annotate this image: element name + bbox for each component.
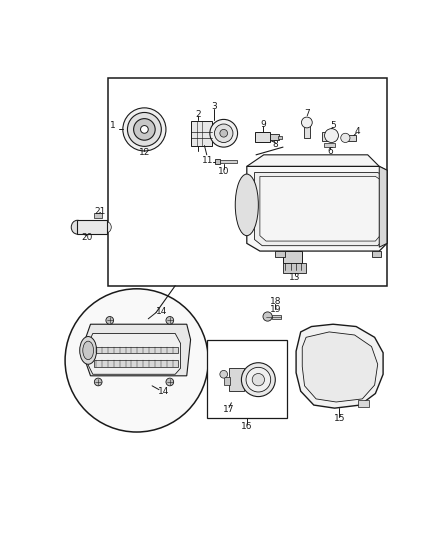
Bar [324,142,335,147]
Text: 21: 21 [95,206,106,215]
Circle shape [341,133,350,142]
Circle shape [166,378,173,386]
Bar [207,340,287,418]
Bar [304,124,310,138]
Circle shape [252,374,265,386]
Text: 8: 8 [272,140,278,149]
Text: 14: 14 [156,306,168,316]
Bar [283,263,306,273]
Circle shape [210,119,237,147]
Circle shape [94,378,102,386]
Polygon shape [88,334,180,374]
Circle shape [263,312,272,321]
Bar [358,400,369,407]
Circle shape [215,124,233,142]
Ellipse shape [127,112,161,147]
Bar [224,377,230,385]
Ellipse shape [71,220,84,234]
Text: 1: 1 [110,121,116,130]
Text: 19: 19 [269,305,281,314]
Text: 18: 18 [269,297,281,306]
Circle shape [301,117,312,128]
Text: 10: 10 [218,167,230,176]
Polygon shape [283,251,302,263]
Bar [272,315,282,319]
Text: 13: 13 [289,273,300,282]
Text: 4: 4 [355,127,360,136]
Polygon shape [379,166,387,247]
Bar [279,135,282,139]
Bar [78,220,107,234]
Circle shape [220,130,228,137]
Polygon shape [260,176,380,241]
Circle shape [65,289,208,432]
Circle shape [106,317,113,324]
Text: 15: 15 [333,415,345,423]
Text: 11: 11 [202,156,213,165]
Text: 9: 9 [260,119,266,128]
Bar [215,159,220,164]
Circle shape [220,370,228,378]
Polygon shape [296,324,383,408]
Ellipse shape [83,341,94,360]
Bar [94,213,102,218]
Text: 2: 2 [195,109,201,118]
Text: 3: 3 [211,102,216,111]
Ellipse shape [141,126,148,133]
Text: 12: 12 [139,148,150,157]
Bar [322,132,334,141]
Bar [108,78,387,286]
Circle shape [246,367,271,392]
Circle shape [325,128,339,142]
Ellipse shape [102,222,111,232]
Bar [220,160,237,163]
Circle shape [241,363,276,397]
Text: 16: 16 [241,422,253,431]
Bar [94,346,177,353]
Text: 17: 17 [223,405,235,414]
Polygon shape [302,332,378,402]
Ellipse shape [80,336,97,364]
Polygon shape [247,155,379,175]
Ellipse shape [134,119,155,140]
Polygon shape [254,173,384,246]
Bar [276,251,285,257]
Bar [229,368,244,391]
Polygon shape [85,324,191,376]
Text: 14: 14 [158,387,170,395]
Polygon shape [247,166,387,251]
Text: 20: 20 [81,233,92,243]
Ellipse shape [235,174,258,236]
Bar [346,135,356,141]
Bar [254,133,270,142]
Ellipse shape [123,108,166,151]
Bar [191,121,212,146]
Circle shape [166,317,173,324]
Bar [94,360,177,367]
Bar [270,134,279,140]
Text: 7: 7 [304,109,310,118]
Text: 5: 5 [330,121,336,130]
Text: 6: 6 [327,147,333,156]
Bar [371,251,381,257]
